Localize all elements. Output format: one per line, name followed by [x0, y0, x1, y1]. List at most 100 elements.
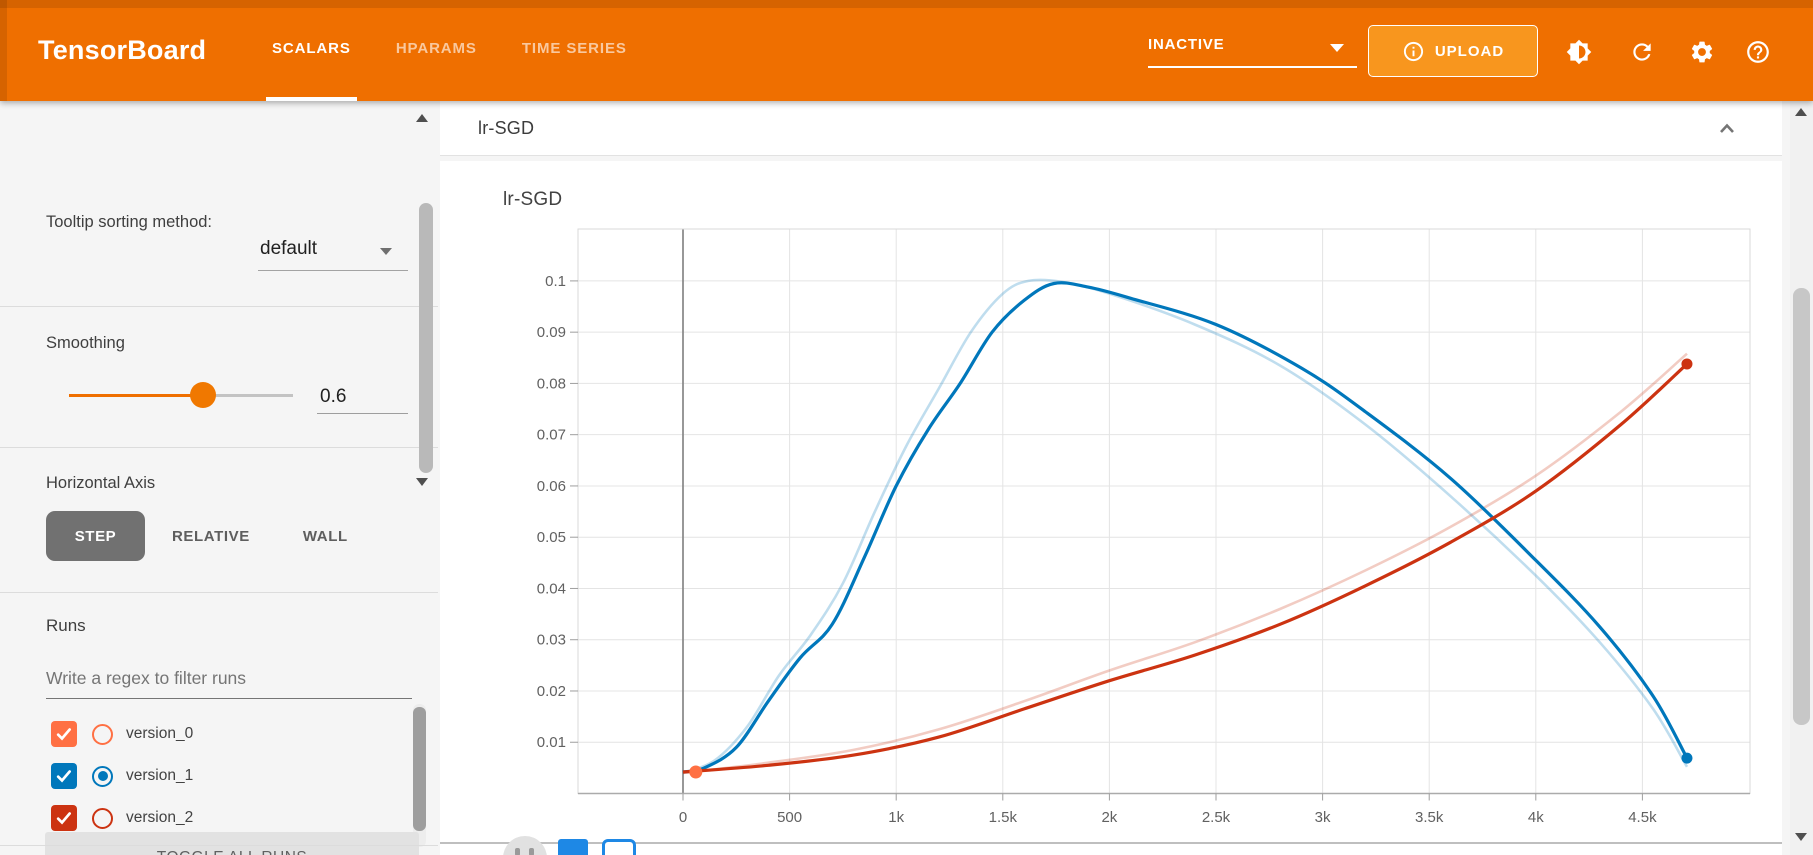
scroll-down-arrow-icon[interactable] — [1795, 833, 1807, 841]
data-location-value: INACTIVE — [1148, 36, 1225, 53]
slider-thumb[interactable] — [190, 382, 217, 408]
lr-sgd-line-chart[interactable]: 0 500 1k 1.5k 2k 2.5k 3k 3.5k 4k 4.5k 0.1 0.09 0.08 0… — [440, 161, 1782, 855]
header-left-edge — [0, 0, 7, 101]
x-tick-label: 2k — [1101, 809, 1117, 826]
help-icon[interactable] — [1745, 39, 1771, 65]
brightness-icon[interactable] — [1566, 39, 1592, 65]
run-row-version_2[interactable]: version_2 — [51, 803, 193, 833]
app-header: TensorBoard SCALARS HPARAMS TIME SERIES IN… — [0, 0, 1813, 101]
refresh-icon[interactable] — [1629, 39, 1655, 65]
divider — [0, 447, 438, 448]
runs-label: Runs — [46, 616, 86, 635]
runs-filter-input[interactable] — [46, 659, 412, 699]
y-tick-label: 0.03 — [537, 632, 566, 649]
point-marker-version_0 — [689, 765, 703, 779]
check-icon — [56, 812, 71, 825]
header-top-edge — [0, 0, 1813, 8]
x-tick-label: 4k — [1528, 809, 1544, 826]
axis-option-wall[interactable]: WALL — [302, 527, 348, 545]
check-icon — [56, 770, 71, 783]
tooltip-sorting-value: default — [260, 238, 318, 259]
expand-chart-icon[interactable] — [558, 839, 588, 855]
runs-scrollbar[interactable] — [413, 704, 426, 847]
sidebar-scrollbar-thumb[interactable] — [419, 203, 433, 473]
run-radio-version_1[interactable] — [92, 765, 113, 787]
x-tick-label: 3.5k — [1415, 809, 1444, 826]
divider — [0, 592, 438, 593]
y-tick-label: 0.02 — [537, 683, 566, 700]
smoothing-value-field[interactable] — [317, 378, 408, 414]
run-row-version_0[interactable]: version_0 — [51, 719, 193, 749]
tab-scalars[interactable]: SCALARS — [266, 0, 357, 101]
dropdown-underline — [1148, 66, 1357, 68]
dot-icon — [529, 848, 534, 855]
chart-title: lr-SGD — [503, 189, 563, 210]
y-tick-label: 0.04 — [537, 580, 566, 597]
run-name: version_1 — [126, 767, 194, 784]
settings-sidebar: Tooltip sorting method: default Smoothin… — [0, 101, 438, 855]
y-tick-label: 0.07 — [537, 427, 566, 444]
toggle-all-runs-button[interactable]: TOGGLE ALL RUNS — [45, 832, 419, 855]
x-tick-label: 3k — [1315, 809, 1331, 826]
x-tick-label: 500 — [777, 809, 802, 826]
upload-button-label: UPLOAD — [1434, 42, 1505, 60]
line-smoothed-version_1 — [682, 281, 1689, 774]
run-checkbox-version_0[interactable] — [51, 721, 77, 747]
x-tick-label: 0 — [679, 809, 687, 826]
y-tick-label: 0.08 — [537, 375, 566, 392]
run-checkbox-version_1[interactable] — [51, 763, 77, 789]
data-location-dropdown[interactable]: INACTIVE — [1148, 0, 1357, 101]
y-tick-label: 0.09 — [537, 324, 566, 341]
chevron-down-icon — [1330, 44, 1344, 52]
chart-options-button[interactable] — [503, 836, 547, 855]
smoothing-slider[interactable] — [69, 382, 293, 408]
slider-fill — [69, 394, 204, 397]
tab-bar: SCALARS HPARAMS TIME SERIES — [266, 0, 633, 101]
tab-hparams[interactable]: HPARAMS — [395, 40, 477, 57]
run-checkbox-version_2[interactable] — [51, 805, 77, 831]
y-tick-label: 0.01 — [537, 734, 566, 751]
run-radio-version_2[interactable] — [92, 807, 113, 829]
collapse-chevron-up-icon[interactable] — [1714, 116, 1740, 142]
dot-icon — [515, 848, 520, 855]
main-scrollbar-thumb[interactable] — [1793, 288, 1810, 725]
horizontal-axis-options: STEP RELATIVE WALL — [46, 511, 348, 561]
sidebar-scroll-down-icon[interactable] — [416, 478, 428, 486]
run-name: version_0 — [126, 725, 194, 742]
upload-button[interactable]: UPLOAD — [1368, 25, 1538, 77]
horizontal-axis-label: Horizontal Axis — [46, 474, 156, 492]
smoothing-label: Smoothing — [46, 334, 125, 352]
axis-option-relative[interactable]: RELATIVE — [172, 527, 250, 545]
radio-dot — [97, 771, 108, 781]
run-row-version_1[interactable]: version_1 — [51, 761, 193, 791]
main-scrollbar[interactable] — [1790, 101, 1813, 855]
pin-chart-icon[interactable] — [602, 839, 636, 855]
section-title: lr-SGD — [478, 118, 535, 138]
divider — [0, 845, 438, 846]
run-radio-version_0[interactable] — [92, 723, 113, 745]
runs-scrollbar-thumb[interactable] — [413, 707, 426, 831]
scroll-up-arrow-icon[interactable] — [1795, 108, 1807, 116]
tooltip-sorting-select[interactable]: default — [258, 235, 408, 271]
card-bottom-border — [440, 842, 1782, 844]
check-icon — [56, 728, 71, 741]
x-tick-label: 4.5k — [1628, 809, 1657, 826]
settings-icon[interactable] — [1689, 39, 1715, 65]
tab-time-series[interactable]: TIME SERIES — [521, 40, 627, 57]
app-title[interactable]: TensorBoard — [38, 35, 207, 65]
x-tick-label: 2.5k — [1202, 809, 1231, 826]
divider — [0, 306, 438, 307]
y-tick-label: 0.05 — [537, 529, 566, 546]
run-name: version_2 — [126, 809, 194, 826]
x-tick-label: 1.5k — [989, 809, 1018, 826]
info-icon — [1402, 40, 1425, 63]
chevron-down-icon — [380, 248, 392, 255]
axis-option-step[interactable]: STEP — [46, 511, 145, 561]
scalar-section-header[interactable]: lr-SGD — [440, 101, 1782, 156]
y-tick-label: 0.06 — [537, 478, 566, 495]
scalar-chart-card — [440, 161, 1782, 855]
y-tick-label: 0.1 — [545, 273, 566, 290]
end-marker-version_2 — [1681, 358, 1693, 370]
line-raw-version_2 — [682, 352, 1688, 775]
sidebar-scroll-up-icon[interactable] — [416, 114, 428, 122]
